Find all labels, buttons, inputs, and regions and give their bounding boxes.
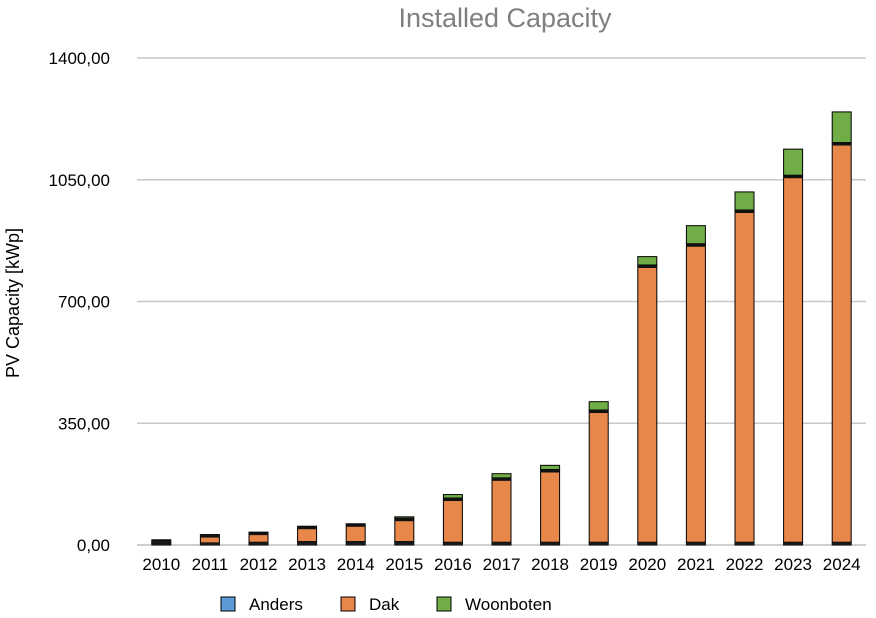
legend-swatch-dak: [340, 596, 356, 612]
x-tick-label: 2016: [434, 555, 472, 574]
x-axis-ticks: 2010 2011 2012 2013 2014 2015 2016 2017 2018 2019…: [142, 555, 860, 574]
x-tick-label: 2010: [142, 555, 180, 574]
bar-segment-dak: [783, 174, 804, 543]
bar-separator: [735, 210, 754, 214]
bar-segment-dak: [685, 243, 706, 543]
legend-label-woonboten: Woonboten: [465, 595, 552, 614]
bar-segment-dak: [637, 264, 658, 543]
bar-separator: [297, 526, 317, 530]
bar-base: [297, 541, 317, 545]
bar-segment-woonboten: [831, 111, 852, 144]
bar-base: [735, 542, 754, 545]
x-tick-label: 2018: [531, 555, 569, 574]
bar-separator: [637, 264, 657, 268]
x-tick-label: 2012: [240, 555, 278, 574]
y-tick-label: 350,00: [58, 414, 110, 433]
y-tick-label: 1050,00: [49, 171, 110, 190]
bar-base: [589, 542, 609, 545]
bar-base: [686, 542, 706, 545]
bar-segment-woonboten: [637, 256, 658, 266]
x-tick-label: 2014: [337, 555, 375, 574]
x-tick-label: 2024: [823, 555, 861, 574]
bar-separator: [686, 243, 706, 247]
bar-base: [249, 542, 268, 545]
legend-swatch-woonboten: [436, 596, 452, 612]
y-tick-label: 700,00: [58, 293, 110, 312]
x-tick-label: 2022: [726, 555, 764, 574]
legend-swatch-anders: [220, 596, 236, 612]
bar-base: [540, 542, 560, 545]
bar-segment-woonboten: [394, 516, 415, 519]
bar-segment-woonboten: [540, 464, 561, 471]
bar-base: [394, 541, 414, 545]
legend: Anders Dak Woonboten: [220, 595, 552, 614]
bar-segment-woonboten: [783, 148, 804, 176]
bar-segment-dak: [734, 209, 755, 543]
y-tick-label: 1400,00: [49, 49, 110, 68]
y-tick-label: 0,00: [77, 536, 110, 555]
bar-separator: [589, 410, 609, 414]
bar-segment-dak: [540, 469, 561, 543]
bar-segment-woonboten: [491, 473, 512, 479]
bar-separator: [540, 469, 560, 473]
bar-base: [492, 542, 511, 545]
y-axis-ticks: 0,00 350,00 700,00 1050,00 1400,00: [49, 49, 110, 555]
bar-segment-dak: [588, 409, 609, 543]
bar-separator: [443, 498, 463, 502]
bar-segment-woonboten: [685, 225, 706, 245]
x-tick-label: 2019: [580, 555, 618, 574]
bar-base: [443, 542, 463, 545]
bar-segment-dak: [491, 477, 512, 543]
x-tick-label: 2021: [677, 555, 715, 574]
bar-separator: [200, 534, 220, 538]
x-tick-label: 2015: [385, 555, 423, 574]
bar-base: [346, 541, 366, 545]
bar-segment-woonboten: [442, 494, 463, 499]
bar-separator: [249, 532, 268, 536]
bar-segment-dak: [394, 517, 415, 543]
bar-base: [783, 542, 803, 545]
bar-separator: [832, 142, 852, 146]
legend-label-anders: Anders: [249, 595, 303, 614]
y-axis-label: PV Capacity [kWp]: [3, 228, 23, 378]
x-tick-label: 2011: [192, 555, 229, 574]
x-tick-label: 2013: [288, 555, 326, 574]
legend-label-dak: Dak: [369, 595, 400, 614]
x-tick-label: 2023: [774, 555, 812, 574]
bar-separator: [492, 477, 511, 481]
bar-base: [832, 542, 852, 545]
bar-separator: [151, 539, 171, 543]
x-tick-label: 2017: [483, 555, 521, 574]
bar-separator: [346, 523, 366, 527]
chart-title: Installed Capacity: [398, 3, 612, 33]
bar-segment-woonboten: [588, 401, 609, 411]
bar-segment-dak: [442, 497, 463, 543]
bar-base: [637, 542, 657, 545]
bar-separator: [394, 518, 414, 522]
bar-separator: [783, 175, 803, 179]
bar-segment-woonboten: [734, 191, 755, 211]
x-tick-label: 2020: [628, 555, 666, 574]
bar-base: [200, 542, 220, 545]
bars: [151, 111, 852, 546]
bar-segment-dak: [831, 142, 852, 543]
bar-base: [151, 543, 171, 545]
